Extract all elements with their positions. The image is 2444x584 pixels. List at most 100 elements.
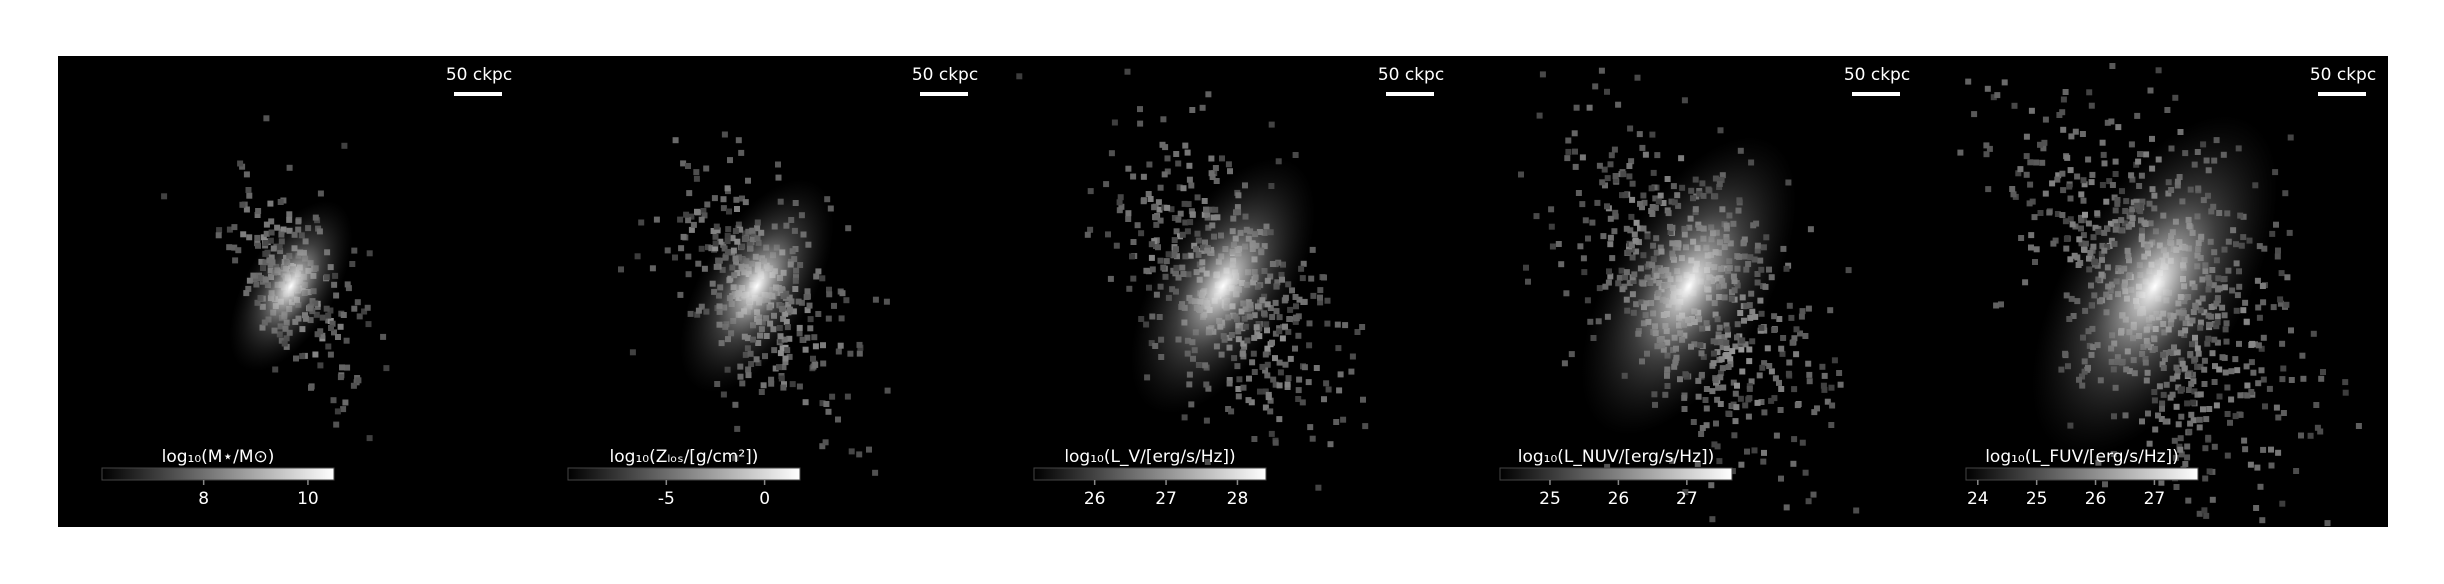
pixel: [1612, 209, 1619, 216]
pixel: [1608, 152, 1615, 159]
pixel: [686, 190, 693, 197]
pixel: [345, 285, 352, 292]
pixel: [246, 234, 253, 241]
pixel: [2260, 334, 2267, 341]
pixel: [237, 160, 244, 167]
pixel: [2015, 170, 2022, 177]
pixel: [1276, 416, 1283, 423]
pixel: [1265, 391, 1272, 398]
pixel: [1592, 83, 1599, 90]
pixel: [2243, 318, 2250, 325]
pixel: [703, 165, 710, 172]
pixel: [2081, 181, 2088, 188]
pixel: [1140, 198, 1147, 205]
pixel: [2046, 209, 2053, 216]
pixel: [883, 298, 890, 305]
pixel: [1126, 285, 1133, 292]
pixel: [2320, 369, 2326, 375]
pixel: [1619, 192, 1625, 199]
pixel: [2314, 424, 2321, 431]
pixel: [1788, 314, 1795, 321]
pixel: [312, 351, 319, 358]
colorbar-tick-label: 26: [1084, 489, 1106, 509]
pixel: [677, 216, 684, 223]
pixel: [847, 350, 854, 357]
pixel: [1993, 302, 2000, 309]
pixel: [2219, 354, 2226, 361]
pixel: [1168, 206, 1175, 213]
pixel: [1129, 253, 1135, 260]
pixel: [1262, 367, 1269, 374]
pixel: [727, 157, 733, 164]
pixel: [1791, 335, 1798, 342]
pixel: [812, 343, 819, 350]
pixel: [1615, 101, 1622, 108]
pixel: [2028, 244, 2034, 251]
pixel: [2018, 235, 2025, 241]
scale-bar: [2318, 92, 2366, 96]
pixel: [856, 350, 863, 357]
pixel: [843, 297, 850, 304]
pixel: [1130, 275, 1137, 282]
pixel: [1299, 275, 1306, 282]
pixel: [1990, 94, 1997, 101]
pixel: [1335, 345, 1342, 352]
pixel: [286, 211, 293, 218]
pixel: [2228, 396, 2235, 403]
pixel: [872, 469, 879, 476]
pixel: [1225, 161, 1232, 168]
colorbar: [1965, 467, 2199, 481]
pixel: [2287, 134, 2294, 141]
pixel: [2178, 451, 2185, 458]
pixel: [1773, 432, 1780, 439]
pixel: [2203, 416, 2210, 423]
pixel: [844, 393, 851, 400]
pixel: [1754, 399, 1761, 406]
pixel: [1084, 231, 1091, 238]
pixel: [694, 208, 700, 215]
pixel: [1173, 228, 1180, 235]
pixel: [2232, 413, 2239, 420]
pixel: [2250, 369, 2257, 376]
pixel: [2255, 380, 2262, 387]
pixel: [680, 160, 687, 167]
pixel: [1116, 199, 1123, 206]
pixel: [714, 227, 721, 234]
pixel: [760, 382, 767, 389]
pixel: [1176, 184, 1183, 191]
pixel: [1235, 393, 1242, 400]
pixel: [1276, 382, 1283, 389]
pixel: [2109, 63, 2116, 69]
pixel: [1579, 201, 1586, 208]
pixel: [1598, 67, 1605, 74]
pixel: [1828, 384, 1835, 391]
pixel: [1558, 261, 1565, 268]
pixel: [811, 334, 818, 341]
pixel: [724, 185, 731, 192]
pixel: [2110, 451, 2117, 457]
pixel: [1199, 104, 1206, 111]
pixel: [2164, 107, 2171, 113]
pixel: [786, 353, 793, 360]
pixel: [2115, 124, 2122, 131]
pixel: [327, 307, 334, 314]
pixel: [2298, 432, 2304, 439]
pixel: [1118, 203, 1125, 210]
pixel: [1772, 375, 1779, 382]
pixel: [1634, 74, 1641, 81]
pixel: [2277, 300, 2284, 307]
pixel: [2202, 475, 2209, 482]
pixel: [349, 261, 356, 267]
pixel: [1148, 241, 1155, 248]
pixel: [1130, 239, 1137, 245]
colorbar-tick-label: 24: [1967, 489, 1989, 509]
pixel: [815, 311, 822, 317]
pixel: [1564, 155, 1571, 162]
pixel: [1600, 233, 1607, 240]
pixel: [712, 233, 719, 240]
pixel: [245, 187, 252, 193]
pixel: [1669, 458, 1676, 464]
pixel: [1810, 491, 1817, 498]
pixel: [274, 224, 281, 231]
pixel: [1612, 173, 1619, 179]
